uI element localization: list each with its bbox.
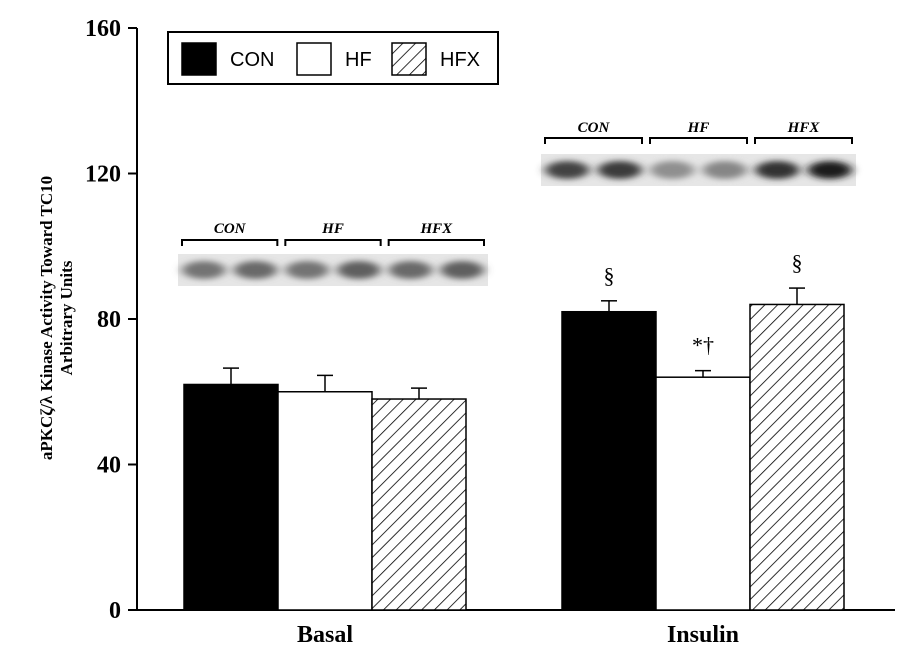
- blot-band: [755, 161, 800, 179]
- bar-hfx-basal: [371, 398, 467, 611]
- bars: § *† §: [183, 250, 845, 611]
- y-tick-label: 40: [97, 453, 121, 479]
- y-tick-label: 80: [97, 307, 121, 333]
- blot-label-con: CON: [214, 221, 247, 237]
- legend-frame: [167, 31, 499, 85]
- bar-con-insulin: [561, 310, 657, 611]
- blot-band: [337, 261, 381, 279]
- legend: CON HF HFX: [167, 31, 499, 85]
- legend-swatch-hfx: [391, 42, 427, 76]
- blot-band: [702, 161, 747, 179]
- blot-label-hfx: HFX: [419, 221, 453, 237]
- legend-label-hfx: HFX: [440, 49, 480, 71]
- legend-swatch-hf: [296, 42, 332, 76]
- blot-band: [285, 261, 329, 279]
- blot-band: [388, 261, 433, 279]
- blot-band: [182, 261, 226, 279]
- y-axis-title: aPKCζ/λ Kinase Activity Toward TC10 Arbi…: [37, 176, 76, 460]
- y-axis-title-line-2: Arbitrary Units: [57, 260, 76, 375]
- blot-bracket-hfx: [754, 137, 853, 144]
- blot-label-hf: HF: [321, 221, 344, 237]
- significance-mark-hf-insulin: *†: [692, 333, 714, 358]
- category-label-insulin: Insulin: [667, 622, 739, 648]
- y-ticks: 0 40 80 120 160: [85, 16, 137, 624]
- blot-band: [233, 261, 278, 279]
- blot-bracket-hf: [284, 239, 382, 246]
- category-labels: Basal Insulin: [297, 622, 739, 648]
- bar-hf-insulin: [655, 376, 751, 611]
- blot-label-hf: HF: [687, 120, 710, 136]
- blot-label-hfx: HFX: [787, 120, 821, 136]
- category-label-basal: Basal: [297, 622, 353, 648]
- blot-inset-insulin: CON HF HFX: [541, 120, 856, 186]
- western-blot-insets: CON HF HFX CON HF HFX: [178, 120, 856, 286]
- bar-con-basal: [183, 383, 279, 611]
- blot-band: [807, 161, 852, 179]
- blot-band: [597, 161, 642, 179]
- bar-hf-basal: [277, 391, 373, 611]
- legend-label-hf: HF: [345, 49, 372, 71]
- y-tick-label: 160: [85, 16, 121, 42]
- significance-mark-con-insulin: §: [604, 263, 615, 288]
- y-tick-label: 0: [109, 598, 121, 624]
- bar-hfx-insulin: [749, 303, 845, 611]
- y-axis-title-line-1: aPKCζ/λ Kinase Activity Toward TC10: [37, 176, 56, 460]
- legend-swatch-con: [181, 42, 217, 76]
- blot-band: [650, 161, 695, 179]
- blot-bracket-con: [544, 137, 643, 144]
- blot-bracket-con: [181, 239, 279, 246]
- blot-label-con: CON: [578, 120, 611, 136]
- blot-bracket-hfx: [387, 239, 485, 246]
- blot-band: [440, 261, 484, 279]
- blot-inset-basal: CON HF HFX: [178, 221, 488, 286]
- y-tick-label: 120: [85, 162, 121, 188]
- legend-label-con: CON: [230, 49, 274, 71]
- significance-mark-hfx-insulin: §: [792, 250, 803, 275]
- blot-band: [545, 161, 590, 179]
- blot-bracket-hf: [649, 137, 748, 144]
- blot-background: [541, 154, 856, 186]
- blot-background: [178, 254, 488, 286]
